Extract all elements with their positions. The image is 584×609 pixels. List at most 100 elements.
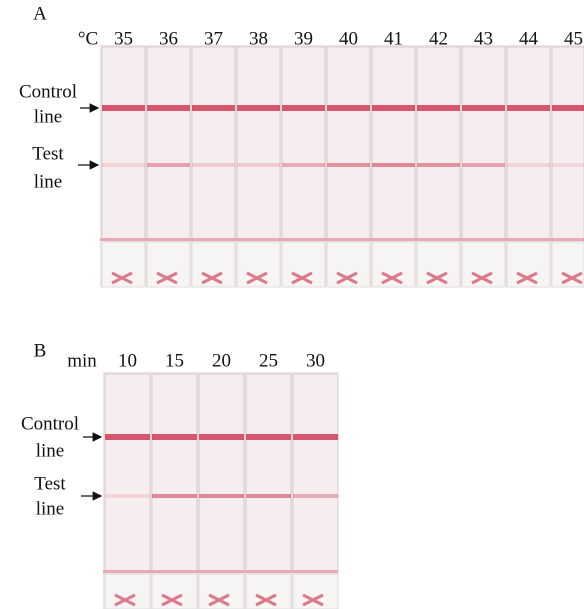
column-label: 15: [165, 350, 184, 371]
sample-pad: [292, 573, 339, 609]
control-band: [237, 105, 280, 111]
strip: [416, 46, 461, 241]
pad-mark: [561, 271, 583, 285]
column-label: 30: [306, 350, 325, 371]
column-label: 39: [294, 28, 313, 49]
strip: [146, 46, 191, 241]
control-band: [507, 105, 550, 111]
strip: [551, 46, 584, 241]
pad-mark: [114, 593, 136, 607]
column-label: 45: [564, 28, 583, 49]
pad-line: [100, 238, 584, 241]
test-band: [327, 163, 370, 167]
pad-mark: [201, 271, 223, 285]
control-band: [246, 434, 291, 440]
column-label: 43: [474, 28, 493, 49]
test-line-label: line: [36, 498, 65, 519]
pad-mark: [246, 271, 268, 285]
test-band: [417, 163, 460, 167]
strip: [101, 46, 146, 241]
control-band: [552, 105, 584, 111]
test-band: [372, 163, 415, 167]
strip: [326, 46, 371, 241]
column-label: 37: [204, 28, 223, 49]
unit-label: °C: [78, 28, 98, 49]
test-band: [199, 494, 244, 498]
sample-pad: [198, 573, 245, 609]
column-label: 10: [118, 350, 137, 371]
pad-line: [103, 570, 338, 573]
test-band: [507, 163, 550, 167]
control-line-label: line: [36, 440, 65, 461]
column-label: 36: [159, 28, 178, 49]
pad-mark: [111, 271, 133, 285]
strip: [245, 373, 292, 573]
test-line-label: line: [34, 171, 63, 192]
column-label: 40: [339, 28, 358, 49]
control-band: [462, 105, 505, 111]
test-band: [552, 163, 584, 167]
strip: [191, 46, 236, 241]
strip: [506, 46, 551, 241]
strip: [104, 373, 151, 573]
control-band: [105, 434, 150, 440]
test-band: [237, 163, 280, 167]
control-band: [282, 105, 325, 111]
column-label: 35: [114, 28, 133, 49]
pad-mark: [208, 593, 230, 607]
control-line-label: line: [34, 106, 63, 127]
sample-pad: [245, 573, 292, 609]
test-band: [462, 163, 505, 167]
panel-label: B: [34, 340, 47, 361]
test-band: [152, 494, 197, 498]
control-line-label: Control: [19, 81, 77, 102]
pad-mark: [255, 593, 277, 607]
test-band: [102, 163, 145, 167]
control-band: [199, 434, 244, 440]
sample-pad: [104, 573, 151, 609]
control-band: [152, 434, 197, 440]
pad-mark: [302, 593, 324, 607]
test-band: [147, 163, 190, 167]
control-band: [192, 105, 235, 111]
sample-pad: [151, 573, 198, 609]
column-label: 20: [212, 350, 231, 371]
test-band: [282, 163, 325, 167]
pad-mark: [381, 271, 403, 285]
strip: [151, 373, 198, 573]
control-band: [417, 105, 460, 111]
test-band: [293, 494, 338, 498]
test-band: [192, 163, 235, 167]
column-label: 42: [429, 28, 448, 49]
strip: [371, 46, 416, 241]
strip: [461, 46, 506, 241]
panel-label: A: [33, 3, 47, 24]
control-line-label: Control: [21, 413, 79, 434]
column-label: 25: [259, 350, 278, 371]
strip: [198, 373, 245, 573]
test-band: [105, 494, 150, 498]
control-band: [293, 434, 338, 440]
test-line-label: Test: [34, 473, 66, 494]
strip: [236, 46, 281, 241]
control-band: [147, 105, 190, 111]
test-line-label: Test: [32, 143, 64, 164]
unit-label: min: [67, 350, 97, 371]
control-band: [102, 105, 145, 111]
pad-mark: [291, 271, 313, 285]
control-band: [372, 105, 415, 111]
pad-mark: [516, 271, 538, 285]
pad-mark: [161, 593, 183, 607]
column-label: 44: [519, 28, 539, 49]
column-label: 41: [384, 28, 403, 49]
column-label: 38: [249, 28, 268, 49]
pad-mark: [336, 271, 358, 285]
test-band: [246, 494, 291, 498]
pad-mark: [156, 271, 178, 285]
strip: [281, 46, 326, 241]
strip: [292, 373, 339, 573]
pad-mark: [426, 271, 448, 285]
pad-mark: [471, 271, 493, 285]
control-band: [327, 105, 370, 111]
